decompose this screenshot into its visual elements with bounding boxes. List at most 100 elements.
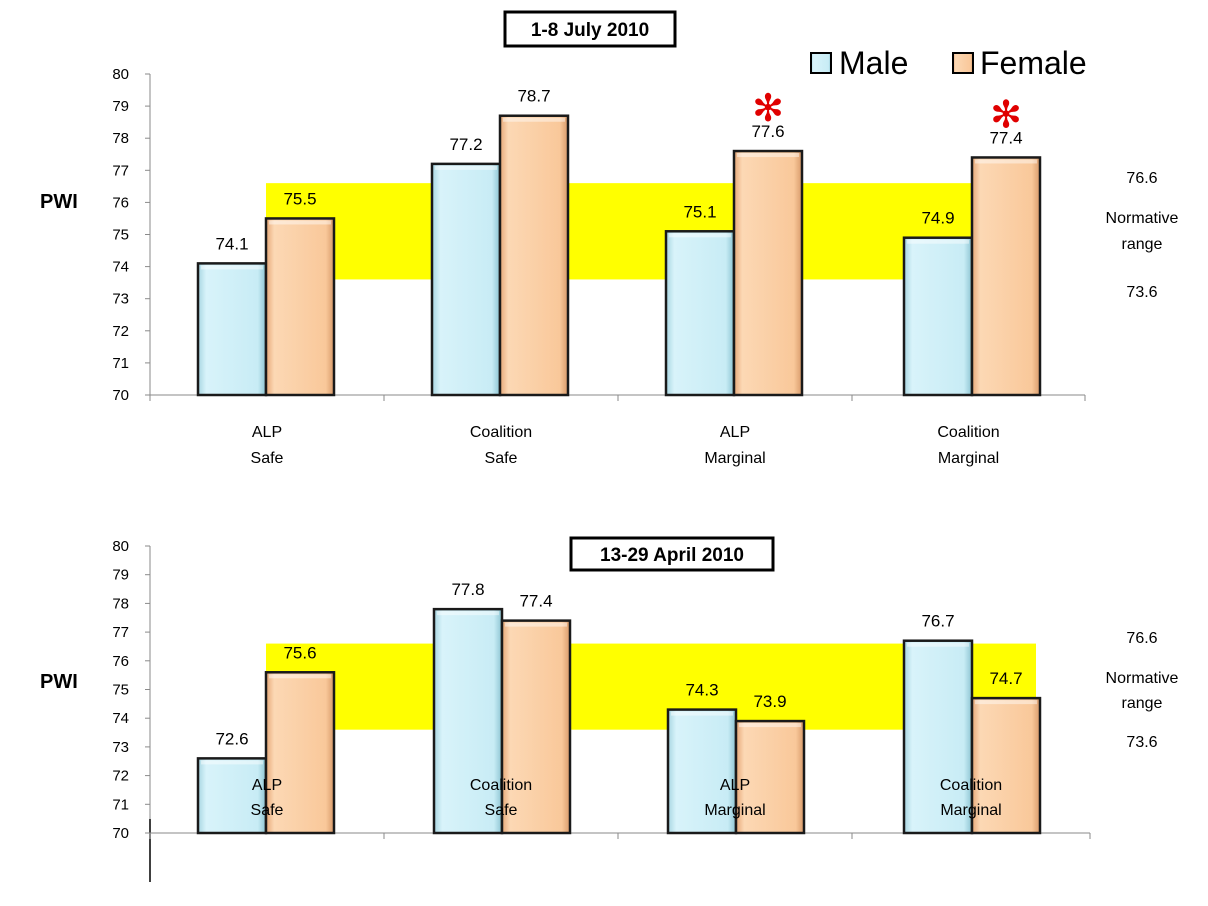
bar-bevel — [907, 642, 969, 647]
x-tick-label: Coalition — [470, 424, 532, 441]
bar-bevel — [201, 760, 263, 765]
legend: Male Female — [810, 45, 1087, 81]
x-tick-label: Coalition — [940, 777, 1002, 794]
legend-label-male: Male — [839, 45, 908, 81]
bar-male — [664, 230, 736, 397]
y-tick-label: 76 — [112, 194, 129, 211]
significance-marker: ✻ — [752, 88, 784, 130]
bar-bevel — [269, 220, 331, 225]
data-label: 75.6 — [283, 643, 316, 662]
bar-male — [432, 607, 504, 835]
chart-title-box — [503, 10, 677, 48]
data-label: 74.9 — [921, 209, 954, 228]
bar-male — [902, 639, 974, 835]
x-tick-label: Marginal — [938, 450, 999, 467]
data-label: 73.9 — [753, 692, 786, 711]
y-tick-label: 75 — [112, 227, 129, 244]
data-label: 72.6 — [215, 729, 248, 748]
bar-male — [902, 236, 974, 397]
chart-title-box — [569, 536, 775, 572]
chart-title: 1-8 July 2010 — [531, 20, 649, 41]
bar-female — [264, 671, 336, 835]
bar-bevel — [503, 117, 565, 122]
x-tick-label: ALP — [252, 777, 282, 794]
legend-swatch-male — [810, 52, 832, 74]
data-label: 78.7 — [517, 87, 550, 106]
normative-high-label: 76.6 — [1126, 630, 1157, 647]
bar-bevel — [975, 700, 1037, 705]
y-tick-label: 71 — [112, 796, 129, 813]
bar-female — [734, 719, 806, 835]
x-tick-label: Marginal — [704, 450, 765, 467]
y-tick-label: 80 — [112, 66, 129, 83]
x-tick-label: Safe — [485, 802, 518, 819]
data-label: 77.4 — [989, 128, 1022, 147]
bar-female — [500, 619, 572, 835]
y-tick-label: 74 — [112, 259, 129, 276]
x-tick-label: Safe — [251, 450, 284, 467]
bar-bevel — [975, 159, 1037, 164]
normative-range-label: range — [1122, 236, 1163, 253]
legend-label-female: Female — [980, 45, 1087, 81]
y-tick-label: 73 — [112, 291, 129, 308]
y-tick-label: 75 — [112, 682, 129, 699]
chart-july-2010: 70 71 72 73 74 75 76 77 78 79 80 PWI 74.1 75.5 ALP Safe… — [40, 10, 1179, 467]
bar-female — [970, 156, 1042, 397]
bar-female — [732, 149, 804, 397]
data-label: 75.5 — [283, 189, 316, 208]
bar-bevel — [671, 711, 733, 716]
x-tick-label: Marginal — [704, 802, 765, 819]
bar-male — [430, 162, 502, 397]
y-tick-label: 79 — [112, 567, 129, 584]
y-tick-label: 74 — [112, 710, 129, 727]
normative-high-label: 76.6 — [1126, 170, 1157, 187]
data-label: 77.8 — [451, 580, 484, 599]
x-tick-label: ALP — [720, 777, 750, 794]
normative-low-label: 73.6 — [1126, 734, 1157, 751]
y-tick-label: 77 — [112, 162, 129, 179]
y-tick-label: 80 — [112, 538, 129, 555]
bar-bevel — [737, 153, 799, 158]
y-axis-title: PWI — [40, 671, 78, 693]
y-tick-label: 70 — [112, 825, 129, 842]
y-tick-label: 78 — [112, 130, 129, 147]
bar-female — [264, 217, 336, 397]
normative-low-label: 73.6 — [1126, 284, 1157, 301]
normative-range-label: Normative — [1106, 210, 1179, 227]
legend-swatch-female — [952, 52, 974, 74]
bar-bevel — [435, 165, 497, 170]
bar-bevel — [739, 723, 801, 728]
x-tick-label: Safe — [251, 802, 284, 819]
y-tick-label: 72 — [112, 768, 129, 785]
bar-male — [196, 757, 268, 835]
data-label: 77.6 — [751, 122, 784, 141]
bar-female — [498, 114, 570, 397]
x-tick-label: ALP — [252, 424, 282, 441]
data-label: 77.4 — [519, 592, 552, 611]
data-label: 77.2 — [449, 135, 482, 154]
y-tick-label: 79 — [112, 98, 129, 115]
x-tick-label: Coalition — [470, 777, 532, 794]
y-tick-label: 73 — [112, 739, 129, 756]
bar-female — [970, 696, 1042, 835]
data-label: 74.7 — [989, 669, 1022, 688]
data-label: 74.1 — [215, 234, 248, 253]
x-tick-label: ALP — [720, 424, 750, 441]
bar-bevel — [201, 265, 263, 270]
chart-april-2010: 70 71 72 73 74 75 76 77 78 79 80 PWI 72.6 75.6 ALP Safe… — [40, 536, 1179, 882]
data-label: 75.1 — [683, 202, 716, 221]
bar-bevel — [907, 239, 969, 244]
bar-male — [666, 708, 738, 835]
bar-bevel — [269, 674, 331, 679]
y-tick-label: 76 — [112, 653, 129, 670]
bar-bevel — [669, 233, 731, 238]
y-tick-label: 77 — [112, 624, 129, 641]
normative-range-label: range — [1122, 695, 1163, 712]
chart-title: 13-29 April 2010 — [600, 545, 744, 566]
normative-range-label: Normative — [1106, 670, 1179, 687]
data-label: 76.7 — [921, 612, 954, 631]
y-axis-title: PWI — [40, 191, 78, 213]
data-label: 74.3 — [685, 681, 718, 700]
bar-bevel — [505, 622, 567, 627]
x-tick-label: Coalition — [937, 424, 999, 441]
